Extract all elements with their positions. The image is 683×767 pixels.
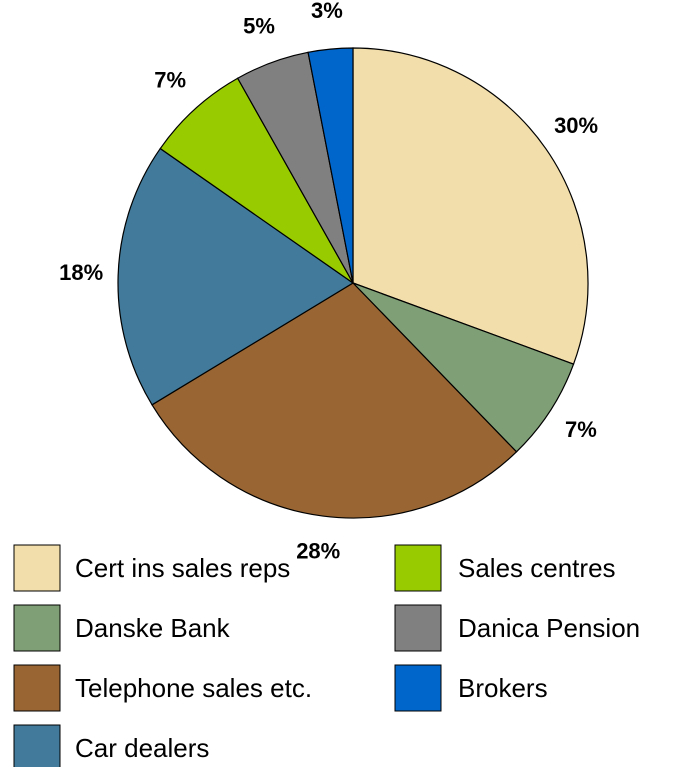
data-label: 7% <box>565 417 597 442</box>
legend-swatch <box>394 544 442 592</box>
data-label: 18% <box>59 260 103 285</box>
legend-swatch <box>13 544 61 592</box>
data-label: 30% <box>554 113 598 138</box>
legend-label: Car dealers <box>75 733 209 763</box>
legend-swatch <box>13 664 61 712</box>
data-label: 28% <box>296 539 340 564</box>
pie-slice <box>117 147 355 406</box>
data-label: 3% <box>311 0 343 23</box>
legend-swatch <box>13 604 61 652</box>
legend-label: Cert ins sales reps <box>75 553 290 583</box>
legend-label: Danica Pension <box>458 613 640 643</box>
legend-label: Brokers <box>458 673 548 703</box>
pie-slice <box>352 282 575 453</box>
data-label: 7% <box>154 67 186 92</box>
legend-label: Telephone sales etc. <box>75 673 312 703</box>
pie-slice <box>307 47 354 284</box>
legend-label: Sales centres <box>458 553 616 583</box>
legend-label: Danske Bank <box>75 613 231 643</box>
pie-slice <box>352 47 589 365</box>
legend-swatch <box>394 664 442 712</box>
pie-slice <box>159 77 354 284</box>
pie-slice <box>151 282 518 519</box>
legend-swatch <box>394 604 442 652</box>
legend-swatch <box>13 724 61 767</box>
data-label: 5% <box>243 14 275 39</box>
